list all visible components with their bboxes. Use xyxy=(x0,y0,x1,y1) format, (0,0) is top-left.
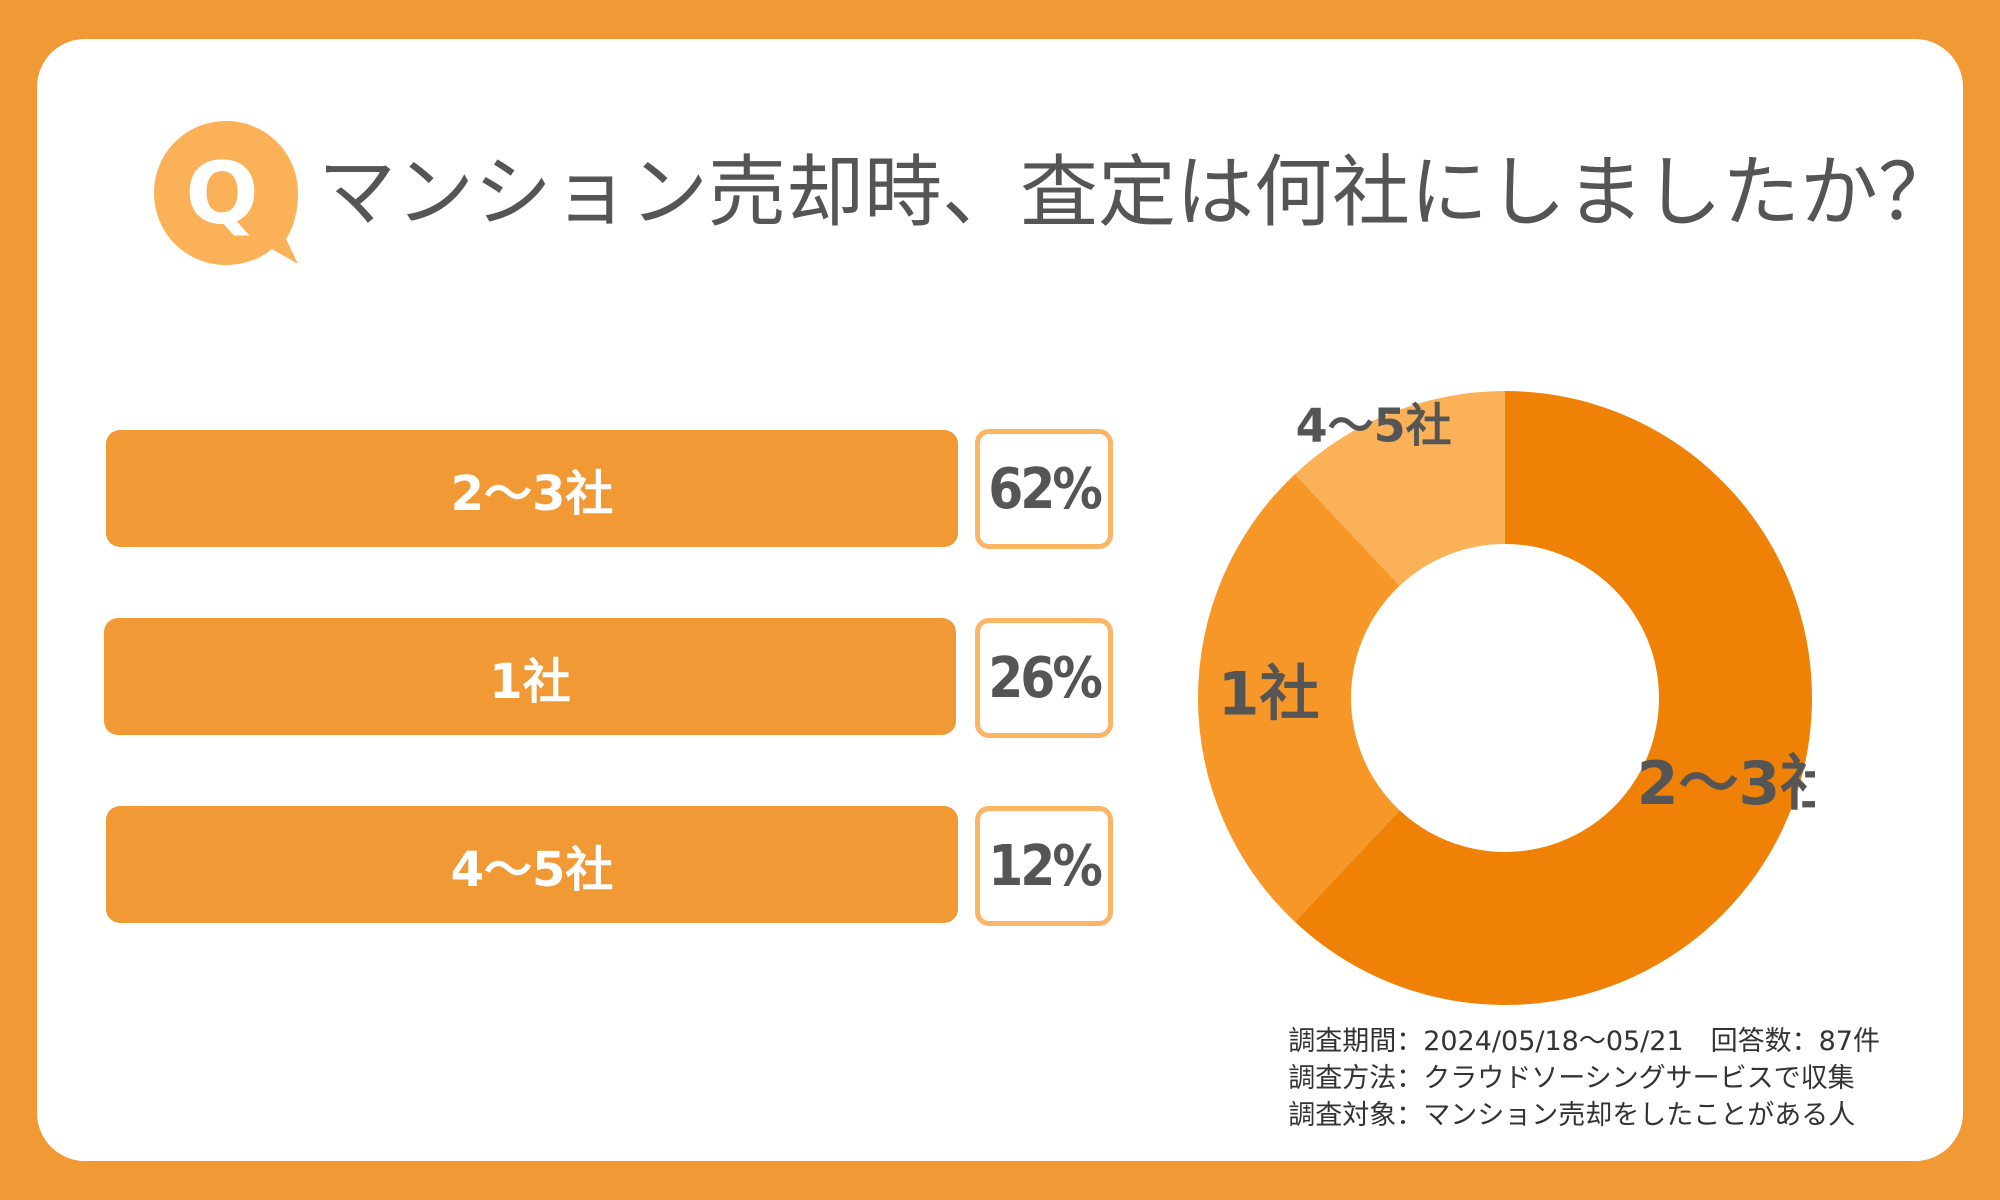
donut-slice-2 xyxy=(1198,474,1400,922)
donut-slice-1 xyxy=(1294,391,1812,1005)
donut-label-1: 2〜3社 xyxy=(1637,749,1815,819)
survey-info: 調査期間：2024/05/18〜05/21 回答数：87件 調査方法：クラウドソ… xyxy=(1288,1023,1880,1134)
donut-slice-3 xyxy=(1294,391,1505,586)
speech-bubble-icon: Q xyxy=(154,121,298,265)
bar-label: 1社 xyxy=(489,653,571,710)
bar-item-1: 2〜3社 xyxy=(106,430,958,547)
donut-chart: 2〜3社 1社 4〜5社 xyxy=(1198,391,1815,1005)
percent-badge-2: 26% xyxy=(975,618,1113,738)
percent-badge-3: 12% xyxy=(975,806,1113,926)
percent-badge-1: 62% xyxy=(975,429,1113,549)
survey-period: 調査期間：2024/05/18〜05/21 回答数：87件 xyxy=(1288,1026,1880,1057)
question-letter: Q xyxy=(185,144,258,244)
bar-item-3: 4〜5社 xyxy=(106,806,958,923)
bar-label: 2〜3社 xyxy=(450,465,614,522)
question-badge: Q xyxy=(148,117,304,273)
bar-item-2: 1社 xyxy=(104,618,956,735)
donut-label-2: 1社 xyxy=(1218,660,1320,730)
donut-label-3: 4〜5社 xyxy=(1296,398,1452,452)
survey-method: 調査方法：クラウドソーシングサービスで収集 xyxy=(1288,1063,1855,1094)
survey-target: 調査対象：マンション売却をしたことがある人 xyxy=(1288,1100,1856,1131)
page-title: マンション売却時、査定は何社にしましたか？ xyxy=(318,148,1957,238)
bar-label: 4〜5社 xyxy=(450,841,614,898)
